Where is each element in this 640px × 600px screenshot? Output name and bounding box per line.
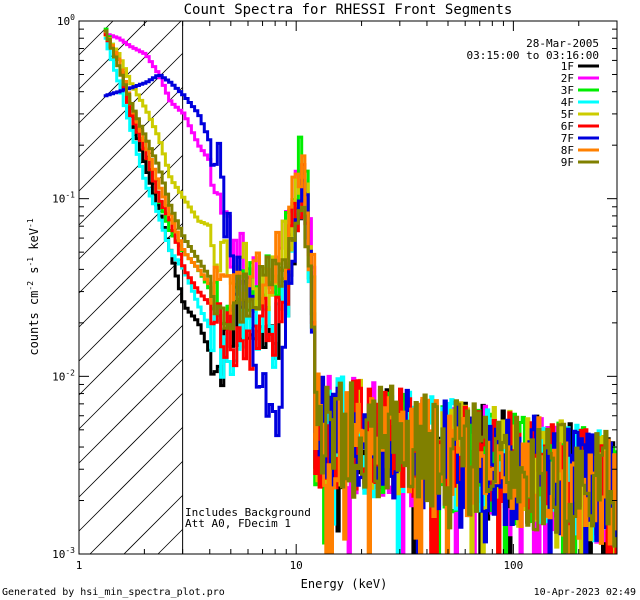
y-tick-label: 10-1 bbox=[52, 191, 75, 206]
series-9F-line bbox=[103, 29, 617, 554]
x-axis-ticks: 1 10 100 bbox=[76, 21, 618, 572]
legend-label-3F: 3F bbox=[561, 84, 574, 97]
legend-label-9F: 9F bbox=[561, 156, 574, 169]
x-axis-label: Energy (keV) bbox=[301, 577, 388, 591]
plot-frame bbox=[78, 20, 618, 555]
legend-label-2F: 2F bbox=[561, 72, 574, 85]
legend-label-8F: 8F bbox=[561, 144, 574, 157]
footer-timestamp: 10-Apr-2023 02:49 bbox=[534, 587, 636, 598]
legend-label-4F: 4F bbox=[561, 96, 574, 109]
legend-label-7F: 7F bbox=[561, 132, 574, 145]
y-axis-label: counts cm-2 s-1 keV-1 bbox=[26, 218, 41, 355]
x-tick-label: 10 bbox=[290, 559, 303, 572]
y-tick-label: 100 bbox=[57, 13, 75, 28]
legend-label-5F: 5F bbox=[561, 108, 574, 121]
x-tick-label: 100 bbox=[503, 559, 523, 572]
annotation-background: Includes Background bbox=[185, 506, 311, 519]
series-layer bbox=[103, 27, 617, 554]
annotation-attenuator: Att A0, FDecim 1 bbox=[185, 517, 291, 530]
footer-generator: Generated by hsi_min_spectra_plot.pro bbox=[2, 587, 225, 598]
y-axis-ticks: 100 10-1 10-2 10-3 bbox=[52, 13, 617, 561]
x-tick-label: 1 bbox=[76, 559, 83, 572]
legend-label-6F: 6F bbox=[561, 120, 574, 133]
time-range-label: 03:15:00 to 03:16:00 bbox=[467, 49, 599, 62]
y-tick-label: 10-3 bbox=[52, 546, 75, 561]
chart-title: Count Spectra for RHESSI Front Segments bbox=[184, 2, 513, 18]
date-label: 28-Mar-2005 bbox=[526, 37, 599, 50]
hatch-lines bbox=[78, 20, 183, 555]
y-tick-label: 10-2 bbox=[52, 368, 75, 383]
legend-label-1F: 1F bbox=[561, 60, 574, 73]
